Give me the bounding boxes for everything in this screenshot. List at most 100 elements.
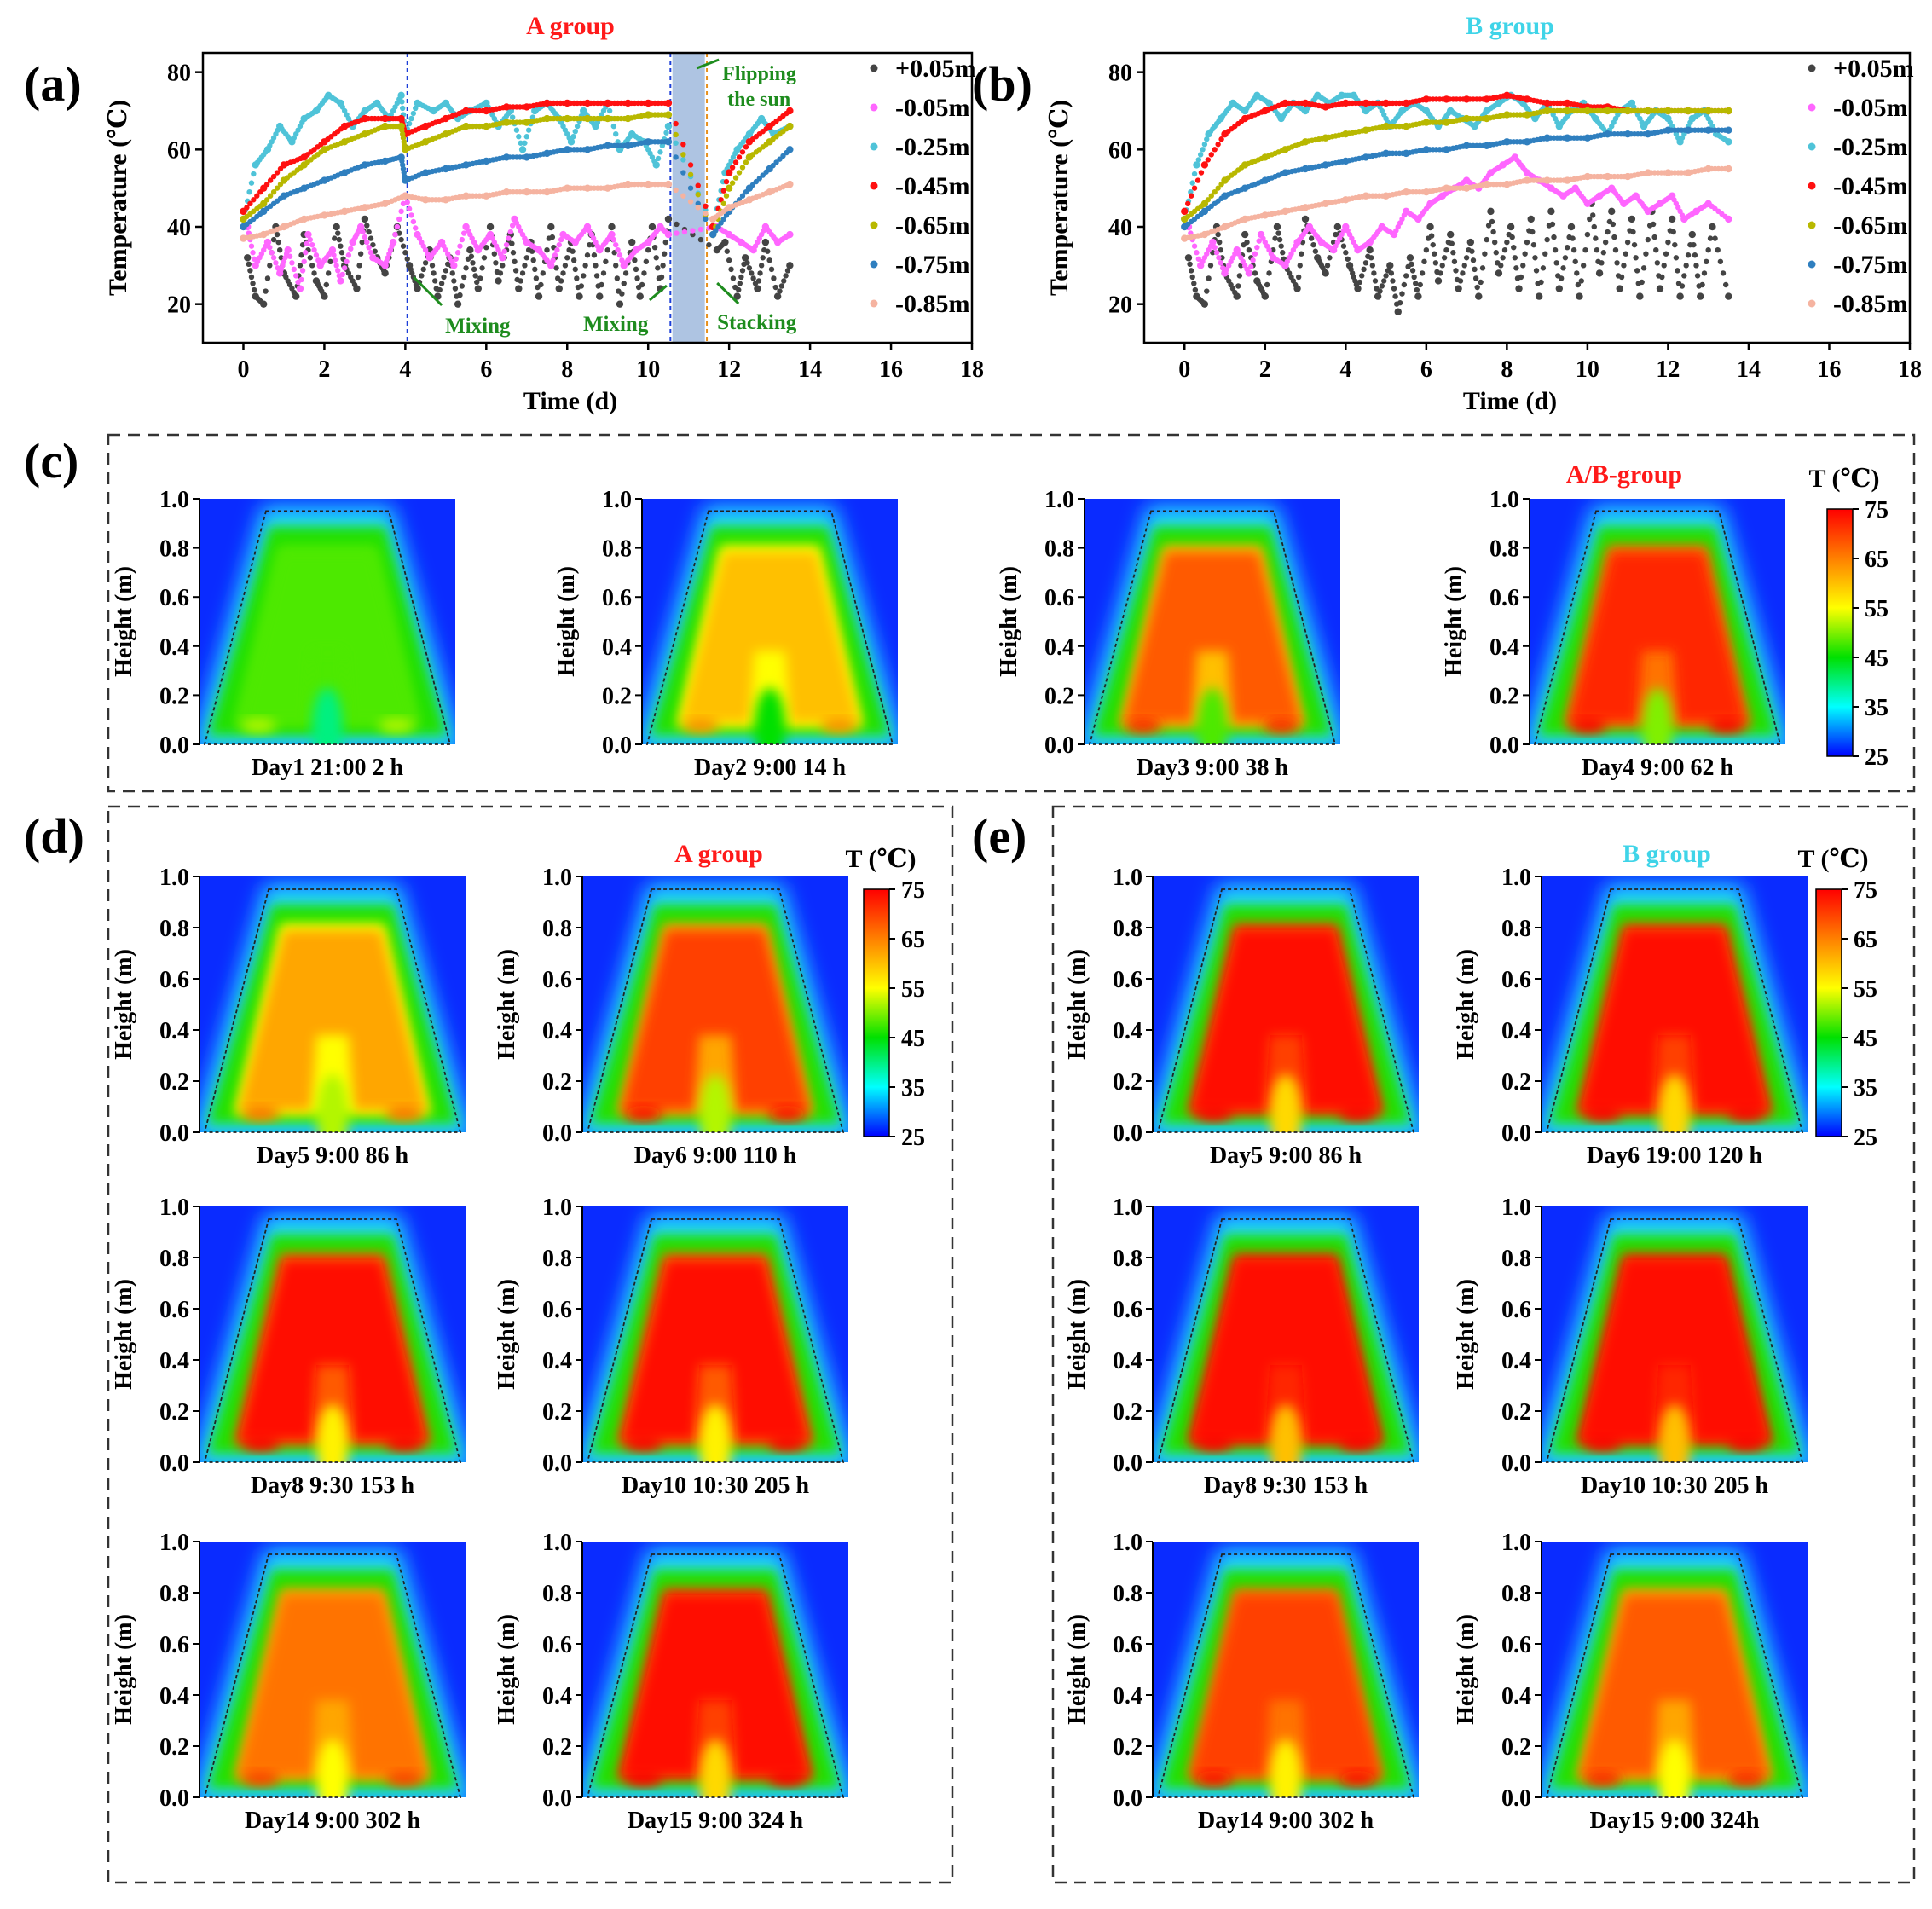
heap-cavity [1658,1074,1691,1132]
heatmap: 0.0 0.2 0.4 0.6 0.8 1.0 Height (m) Day14 9:00 3… [1064,1530,1419,1834]
heap-cavity [755,687,785,744]
heap-cavity [699,1404,732,1462]
data-point [1691,241,1697,248]
x-tick-label: 0 [1178,356,1190,383]
y-tick-label: 0.2 [159,683,189,709]
data-point [311,270,317,276]
data-point [1414,286,1420,293]
frame-e [1051,805,1916,1884]
data-point [570,134,576,140]
data-point [690,228,696,234]
data-point [1212,189,1218,195]
data-point [653,255,659,261]
data-point [695,182,701,188]
data-point [621,281,627,286]
y-tick-label: 0.6 [1044,585,1074,611]
data-point [263,238,272,246]
hot-spot [385,1771,424,1786]
data-point [743,144,749,150]
y-tick-label: 0.0 [1501,1785,1531,1812]
data-point [636,292,644,300]
data-point [274,185,281,191]
data-point [613,241,619,248]
legend-marker [1808,299,1816,308]
y-tick-label: 1.0 [1113,1195,1142,1221]
data-point [357,251,364,257]
data-point [1490,229,1496,235]
heatmap: 0.0 0.2 0.4 0.6 0.8 1.0 Height (m) Day1 21:00 2… [111,487,455,781]
data-point [497,270,504,276]
data-point [786,262,794,269]
data-point [1200,300,1209,308]
data-point [608,230,616,239]
y-tick-label: 0.8 [542,1581,572,1607]
heatmap-caption: Day5 9:00 86 h [1210,1143,1362,1169]
y-tick-label: 0.4 [159,1348,189,1374]
heatmap-caption: Day14 9:00 302 h [1198,1808,1374,1834]
data-point [406,120,413,127]
data-point [1720,270,1727,276]
legend-marker [1808,182,1816,190]
data-point [264,275,271,281]
data-point [1460,270,1466,276]
data-point [1208,152,1214,158]
data-point [356,263,362,269]
data-point [1379,283,1385,289]
y-tick-label: 1.0 [159,865,189,891]
data-point [1709,223,1716,231]
data-point [697,226,704,233]
data-point [697,236,704,243]
x-tick-label: 12 [1656,356,1680,383]
data-point [1630,229,1636,235]
data-point [459,236,466,243]
data-point [673,140,679,146]
data-point [1399,291,1405,297]
data-point [284,246,292,254]
data-point [741,254,749,262]
data-point [275,239,281,246]
data-point [477,275,483,281]
data-point [1209,238,1217,246]
heatmap-caption: Day4 9:00 62 h [1582,755,1734,781]
data-point [339,271,345,278]
hot-spot [1125,718,1161,733]
data-point [1574,270,1580,276]
data-point [1409,261,1414,268]
y-tick-label: 40 [1108,215,1132,241]
data-point [408,212,414,218]
y-axis-label: Height (m) [1064,949,1090,1060]
data-point [1333,223,1342,231]
data-point [367,250,374,256]
data-point [555,285,563,292]
data-point [1507,223,1515,231]
y-tick-label: 1.0 [1501,865,1531,891]
heatmap-field [200,1206,466,1462]
data-point [474,279,480,286]
data-point [1656,285,1664,292]
heatmap-caption: Day8 9:30 153 h [251,1472,415,1499]
data-point [652,161,660,169]
data-point [1324,263,1331,269]
data-point [1610,221,1617,228]
data-point [296,285,304,292]
annotation-label: Mixing [445,315,511,338]
y-tick-label: 0.2 [542,1734,572,1761]
data-point [1717,258,1724,264]
data-point [1623,251,1628,257]
data-point [664,215,673,223]
data-point [718,220,724,226]
data-point [1715,247,1721,253]
legend-label: -0.65m [895,211,969,240]
data-point [680,157,686,163]
legend-marker [870,221,878,229]
data-point [1359,273,1365,279]
data-point [758,263,765,269]
colorbar-tick-label: 55 [1865,596,1889,622]
data-point [450,262,458,269]
colorbar-tick-label: 25 [1865,744,1889,771]
data-point [755,278,762,284]
data-point [1469,248,1475,254]
data-point [309,241,315,248]
colorbar-tick-label: 75 [1854,877,1877,904]
heatmap-caption: Day3 9:00 38 h [1137,755,1289,781]
